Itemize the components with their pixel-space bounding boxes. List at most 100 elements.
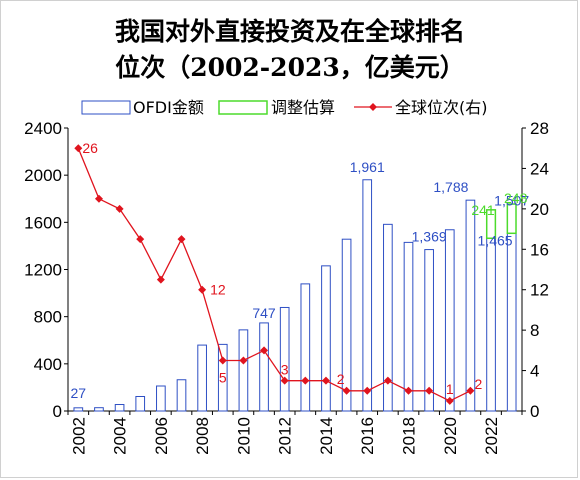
right-tick-label: 4: [530, 362, 539, 381]
bar-2007: [176, 379, 187, 412]
rank-value-label-2002: 26: [82, 140, 98, 156]
bar-2021: [465, 199, 476, 412]
estimate-bar-2022: [485, 209, 497, 240]
left-tick-label: 1600: [24, 213, 62, 232]
x-tick-label: 2022: [482, 417, 501, 455]
x-tick-label: 2018: [400, 417, 419, 455]
right-tick-label: 28: [530, 119, 549, 138]
bar-2003: [94, 407, 104, 412]
bar-value-label-2021: 1,788: [433, 179, 468, 195]
bar-2013: [300, 283, 311, 412]
rank-line: [74, 144, 475, 405]
bar-2012: [279, 306, 290, 412]
data-labels: 277471,9611,3691,7881,4651,5072412482612…: [71, 140, 530, 401]
bar-value-label-2016: 1,961: [350, 159, 385, 175]
right-tick-label: 8: [530, 321, 539, 340]
bar-value-label-2002: 27: [71, 385, 87, 401]
right-tick-label: 20: [530, 200, 549, 219]
bar-2010: [238, 329, 249, 412]
x-tick-label: 2004: [111, 417, 130, 455]
left-tick-label: 800: [34, 308, 62, 327]
legend: OFDI金额 调整估算 全球位次(右): [81, 98, 488, 117]
rank-point-2008: [198, 285, 207, 294]
bar-value-label-2019: 1,369: [412, 229, 447, 245]
legend-label-ofdi: OFDI金额: [133, 98, 204, 117]
estimate-value-label-2022: 241: [471, 202, 495, 218]
left-tick-label: 2400: [24, 119, 62, 138]
rank-point-2007: [177, 235, 186, 244]
rank-value-label-2012: 3: [281, 362, 289, 378]
right-tick-label: 16: [530, 240, 549, 259]
chart-title-line1: 我国对外直接投资及在全球排名: [115, 17, 465, 46]
left-tick-label: 0: [53, 402, 62, 421]
bar-2009: [217, 343, 228, 412]
bar-2017: [383, 223, 393, 412]
rank-point-2010: [239, 356, 248, 365]
bar-2011: [259, 322, 269, 412]
rank-point-2017: [383, 376, 392, 385]
rank-point-2019: [425, 386, 434, 395]
x-tick-label: 2020: [441, 417, 460, 455]
x-tick-label: 2010: [234, 417, 253, 455]
bars: [73, 179, 517, 412]
right-tick-label: 12: [530, 281, 549, 300]
bar-2016: [362, 179, 373, 412]
rank-point-2015: [342, 386, 351, 395]
rank-point-2009: [218, 356, 227, 365]
bar-value-label-2023: 1,507: [494, 192, 529, 208]
rank-point-2002: [74, 144, 83, 153]
rank-value-label-2009: 5: [219, 369, 227, 385]
legend-swatch-estimate: [218, 100, 268, 115]
legend-swatch-ofdi: [81, 100, 131, 115]
rank-point-2012: [280, 376, 289, 385]
rank-point-2011: [260, 346, 269, 355]
chart-title-line2: 位次（2002-2023，亿美元）: [115, 53, 465, 82]
x-tick-label: 2002: [69, 417, 88, 455]
rank-value-label-2020: 1: [446, 381, 454, 397]
x-tick-label: 2014: [317, 417, 336, 455]
bar-2005: [135, 395, 146, 412]
bar-2019: [424, 249, 434, 412]
bar-2018: [403, 241, 414, 412]
bar-2014: [321, 265, 331, 412]
rank-value-label-2008: 12: [210, 282, 226, 298]
rank-series-line: [77, 147, 471, 402]
bar-2015: [341, 238, 352, 412]
x-tick-label: 2012: [276, 417, 295, 455]
legend-marker-rank: [369, 103, 377, 111]
rank-point-2013: [301, 376, 310, 385]
bar-2006: [156, 385, 166, 412]
estimate-bar-2023: [506, 203, 517, 235]
left-tick-label: 2000: [24, 166, 62, 185]
left-tick-label: 400: [34, 355, 62, 374]
rank-value-label-2015: 2: [337, 371, 345, 387]
estimate-bars: [485, 203, 517, 240]
right-tick-label: 0: [530, 402, 539, 421]
rank-point-2014: [321, 376, 330, 385]
x-tick-label: 2006: [152, 417, 171, 455]
x-tick-label: 2016: [358, 417, 377, 455]
bar-2023: [506, 232, 517, 412]
bar-value-label-2022: 1,465: [478, 232, 513, 248]
rank-point-2005: [136, 235, 145, 244]
bar-2020: [444, 229, 455, 412]
left-tick-label: 1200: [24, 261, 62, 280]
bar-2002: [73, 407, 84, 412]
rank-point-2016: [363, 386, 372, 395]
bar-value-label-2011: 747: [252, 305, 276, 321]
rank-value-label-2021: 2: [475, 376, 483, 392]
right-tick-label: 24: [530, 159, 549, 178]
rank-point-2006: [156, 275, 165, 284]
legend-label-estimate: 调整估算: [271, 98, 335, 117]
rank-point-2021: [466, 386, 475, 395]
rank-point-2003: [94, 194, 103, 203]
legend-label-rank: 全球位次(右): [395, 98, 488, 117]
rank-point-2004: [115, 204, 124, 213]
estimate-value-label-2023: 248: [504, 190, 528, 206]
bar-2022: [486, 237, 496, 412]
bar-2008: [197, 344, 207, 412]
x-tick-label: 2008: [193, 417, 212, 455]
bar-2004: [114, 404, 125, 412]
